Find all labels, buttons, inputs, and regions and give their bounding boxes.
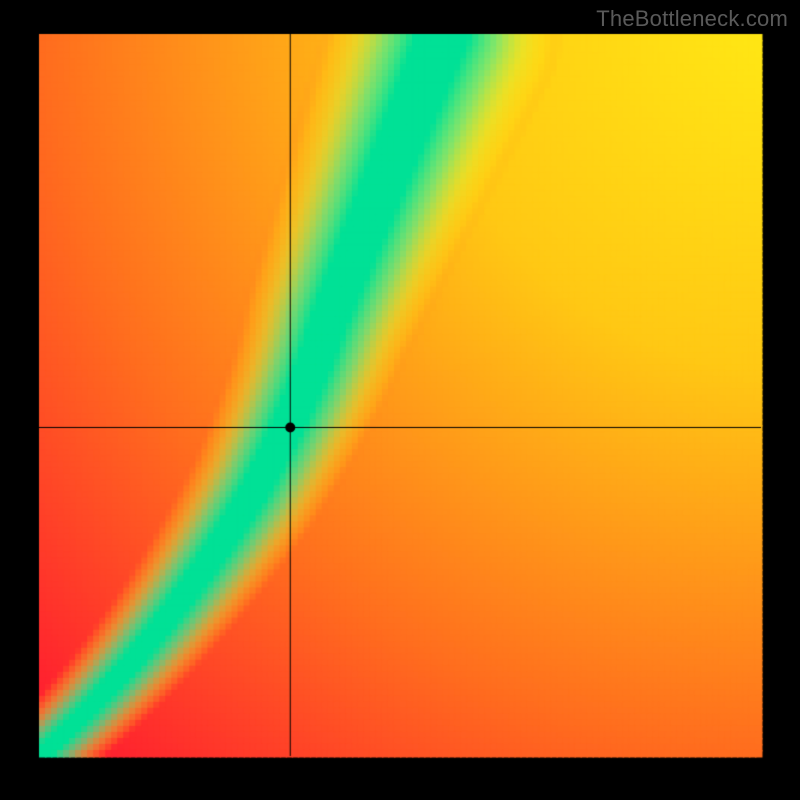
heatmap-canvas: [0, 0, 800, 800]
watermark-text: TheBottleneck.com: [596, 6, 788, 32]
chart-container: TheBottleneck.com: [0, 0, 800, 800]
